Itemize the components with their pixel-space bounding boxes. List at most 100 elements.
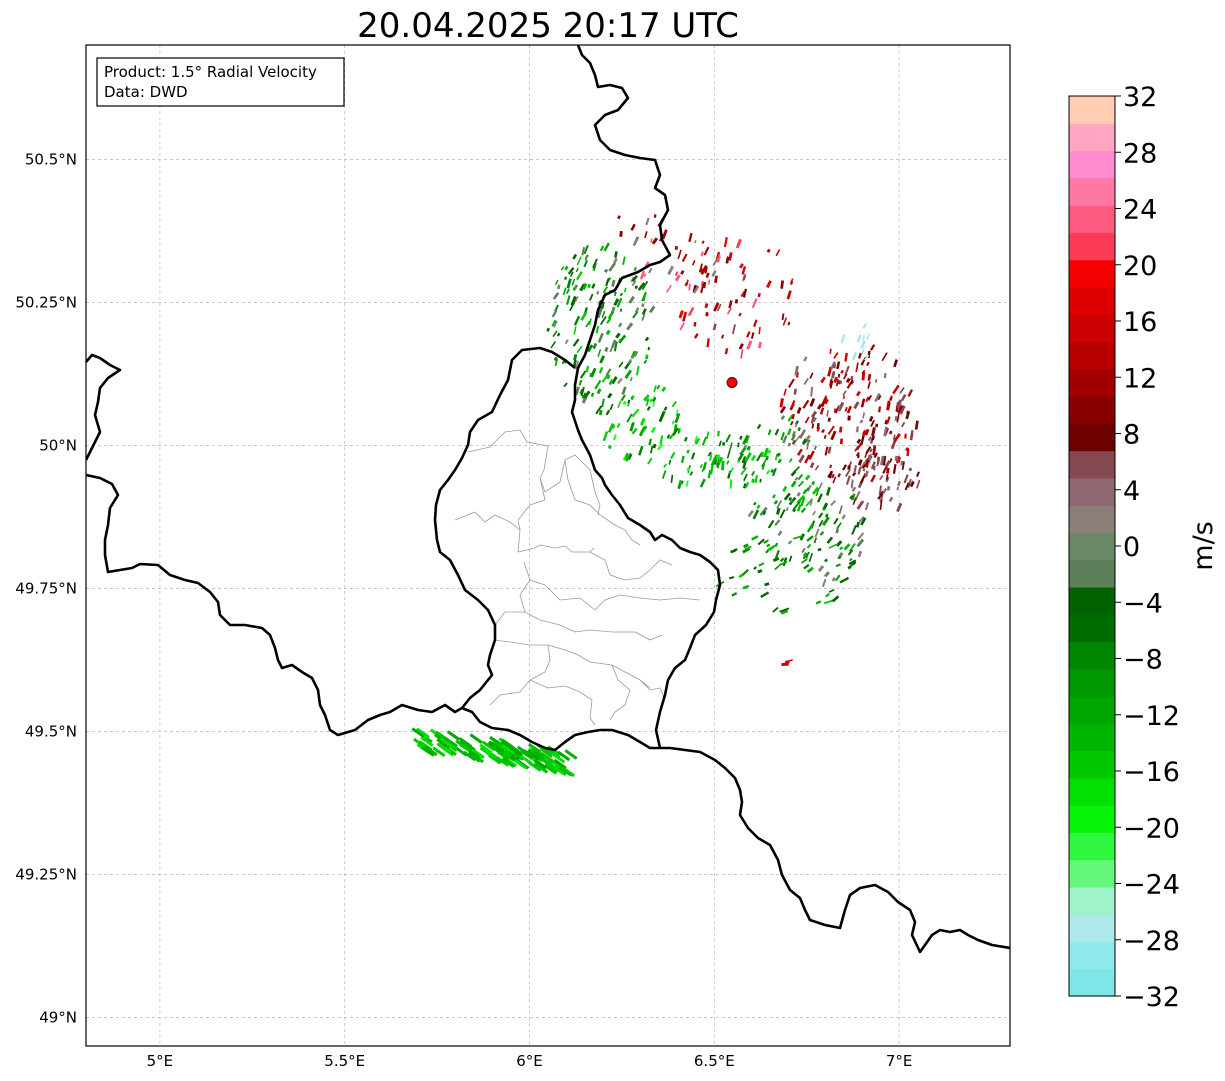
velocity-echo [899,405,906,415]
velocity-echo [607,392,613,399]
velocity-echo [851,524,857,535]
velocity-echo [723,237,728,248]
velocity-echo [880,455,885,466]
velocity-echo [809,398,816,407]
velocity-echo [632,236,639,247]
velocity-echo [782,435,788,444]
velocity-echo [831,370,836,379]
velocity-echo [738,343,744,350]
colorbar-cell [1069,886,1115,915]
velocity-echo [832,476,837,484]
velocity-echo [779,398,784,408]
velocity-echo [845,475,851,485]
velocity-echo [572,338,580,347]
velocity-echo [580,386,585,397]
velocity-echo [659,435,664,445]
velocity-echo [608,379,614,386]
velocity-echo [879,474,884,481]
velocity-echo [773,500,779,505]
velocity-echo [865,446,872,454]
velocity-echo [592,342,598,350]
colorbar-cell [1069,968,1115,997]
velocity-echo [633,350,639,358]
velocity-echo [781,313,785,321]
velocity-echo [829,348,832,354]
radar-site-marker [726,376,738,388]
velocity-echo [742,288,747,298]
velocity-echo [765,455,769,461]
velocity-echo [795,423,798,428]
velocity-echo [763,539,769,544]
velocity-echo [830,500,837,506]
velocity-echo [615,332,621,339]
velocity-echo [805,554,809,559]
lat-tick-label: 49.75°N [15,579,77,597]
velocity-echo [561,766,575,778]
velocity-echo [608,262,617,272]
velocity-echo [742,274,747,281]
velocity-echo [693,285,700,294]
colorbar-cell [1069,859,1115,888]
velocity-echo [763,447,769,458]
velocity-echo [626,413,633,423]
velocity-echo [580,311,588,321]
velocity-echo [644,394,650,402]
velocity-echo [630,223,636,231]
velocity-echo [557,750,571,762]
velocity-echo [599,355,605,364]
velocity-echo [556,332,561,337]
velocity-echo [888,430,893,435]
velocity-echo [700,284,705,294]
velocity-echo [733,548,738,552]
velocity-echo [546,327,550,332]
velocity-echo [836,361,841,370]
velocity-echo [602,431,609,442]
velocity-echo [728,470,733,475]
velocity-echo [574,360,580,370]
velocity-echo [916,471,920,477]
velocity-echo [746,340,753,350]
velocity-echo [862,467,866,472]
velocity-echo [641,303,645,308]
velocity-echo [838,505,843,515]
velocity-echo [642,291,647,302]
velocity-echo [633,266,637,272]
velocity-echo [821,429,825,434]
velocity-echo [837,473,842,478]
velocity-echo [583,390,591,399]
velocity-echo [790,480,797,488]
velocity-echo [870,419,875,427]
velocity-echo [875,379,878,383]
velocity-echo [780,609,789,615]
velocity-echo [627,358,632,366]
velocity-echo [731,324,736,335]
velocity-echo [565,288,571,295]
velocity-echo [893,359,899,368]
velocity-echo [670,474,674,483]
velocity-echo [611,376,618,385]
colorbar-cell [1069,641,1115,670]
velocity-echo [787,321,791,326]
lat-tick-label: 50°N [39,436,77,454]
velocity-echo [705,431,710,440]
velocity-echo [554,358,559,367]
velocity-echo [622,456,627,461]
velocity-echo [846,405,852,414]
velocity-echo [882,487,888,494]
velocity-echo [687,306,695,317]
velocity-echo [741,456,747,464]
velocity-echo [739,446,747,456]
velocity-echo [871,426,876,437]
velocity-echo [689,471,694,476]
velocity-echo [856,438,862,444]
colorbar-cell [1069,286,1115,315]
velocity-echo [867,436,873,442]
velocity-echo [591,283,596,289]
map-frame [85,44,1011,1047]
velocity-echo [743,543,749,549]
velocity-echo [857,550,863,558]
colorbar-cell [1069,805,1115,833]
velocity-echo [783,492,791,501]
latitude-tick-labels: 49°N 49.25°N 49.5°N 49.75°N 50°N 50.25°N 50.5°… [15,150,77,1026]
info-box: Product: 1.5° Radial Velocity Data: DWD [96,57,345,107]
